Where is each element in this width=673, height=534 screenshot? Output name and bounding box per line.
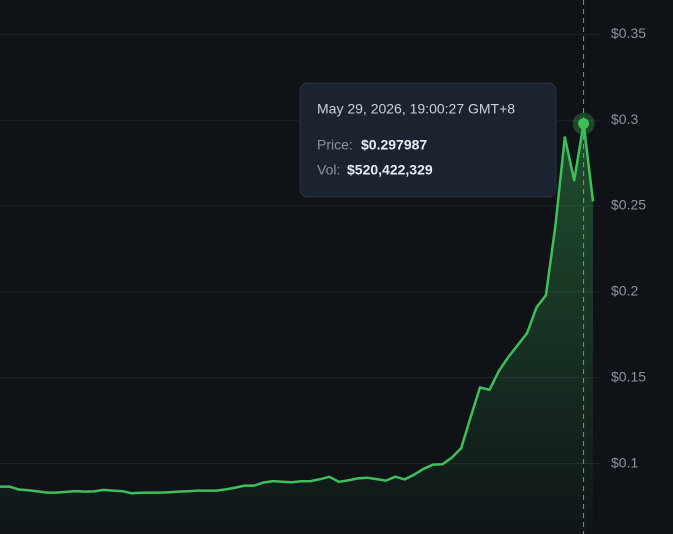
hover-point: [578, 118, 590, 130]
tooltip-price: $0.297987: [361, 137, 427, 153]
tooltip-box: [299, 82, 557, 198]
y-tick-label: $0.3: [611, 111, 638, 127]
tooltip-price-label: Price:: [317, 137, 353, 153]
y-tick-label: $0.1: [611, 454, 638, 470]
tooltip-vol-label: Vol:: [317, 162, 340, 178]
y-tick-label: $0.35: [611, 25, 646, 41]
y-tick-label: $0.2: [611, 283, 638, 299]
y-tick-label: $0.25: [611, 197, 646, 213]
tooltip-date: May 29, 2026, 19:00:27 GMT+8: [317, 101, 515, 117]
tooltip-vol: $520,422,329: [347, 162, 433, 178]
tooltip: May 29, 2026, 19:00:27 GMT+8 Price: $0.2…: [299, 82, 557, 198]
y-tick-label: $0.15: [611, 368, 646, 384]
price-line: [0, 122, 595, 495]
